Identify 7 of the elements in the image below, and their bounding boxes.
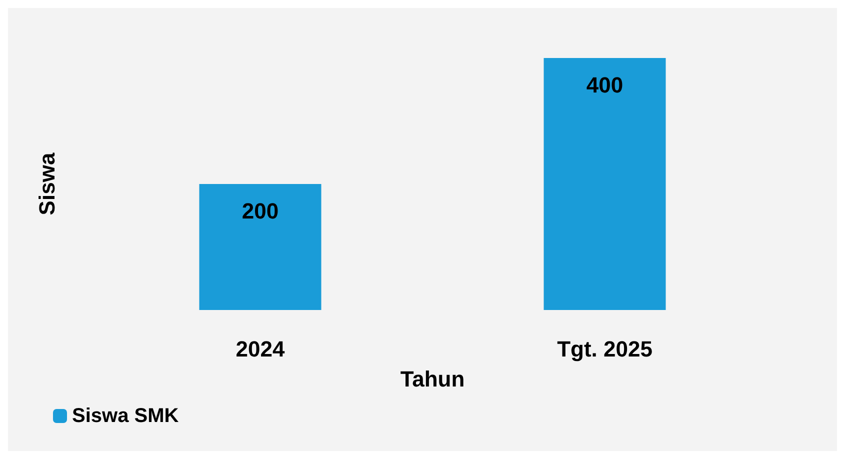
x-tick-label: 2024 (236, 336, 286, 362)
data-label: 200 (242, 198, 279, 224)
legend-label: Siswa SMK (72, 405, 180, 427)
data-label: 400 (586, 72, 624, 98)
x-tick-label: Tgt. 2025 (557, 336, 652, 362)
y-axis-title: Siswa (34, 152, 60, 216)
x-axis-title: Tahun (400, 366, 465, 392)
